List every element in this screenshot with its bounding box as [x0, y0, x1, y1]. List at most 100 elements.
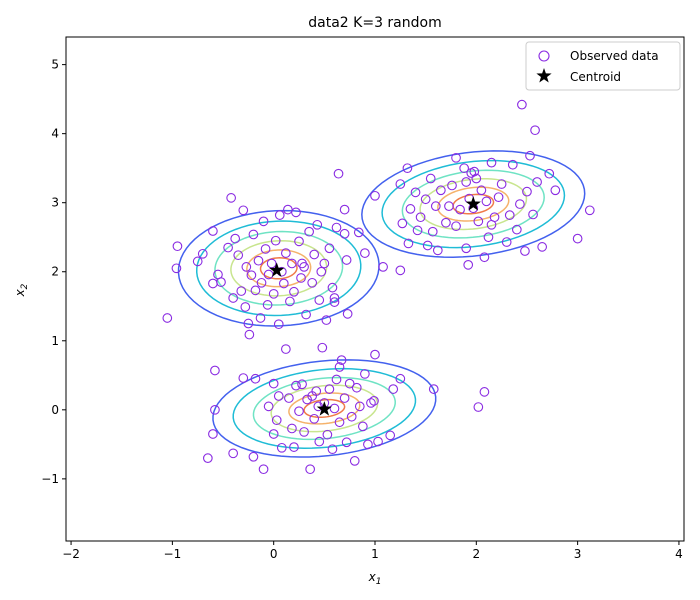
data-point [476, 185, 487, 196]
data-point [329, 297, 340, 307]
legend: Observed data Centroid [525, 41, 681, 91]
legend-observed-label: Observed data [570, 49, 659, 63]
data-point [370, 190, 380, 201]
contour-0-level-3 [230, 239, 328, 297]
data-point [281, 344, 291, 354]
legend-box [525, 41, 681, 91]
data-point [240, 302, 251, 312]
data-point [314, 295, 325, 305]
y-axis-label-main: x [13, 288, 27, 297]
x-tick-label: 3 [574, 547, 582, 561]
data-point [327, 444, 338, 455]
data-point [260, 244, 271, 254]
contour-0-level-0 [177, 209, 380, 327]
data-point [342, 309, 353, 319]
data-point [341, 255, 352, 265]
data-point [305, 464, 316, 475]
chart-title: data2 K=3 random [308, 15, 441, 31]
x-tick-label: 0 [270, 547, 278, 561]
data-point [415, 212, 426, 223]
data-point [522, 186, 532, 197]
data-point [296, 273, 306, 283]
data-point [228, 448, 239, 459]
data-point [349, 456, 360, 466]
data-point [507, 159, 518, 170]
data-point [294, 406, 304, 417]
data-point [289, 286, 299, 297]
data-point [228, 293, 239, 303]
data-point [473, 216, 484, 227]
data-point [572, 233, 583, 244]
data-point [324, 384, 335, 394]
data-point [331, 374, 342, 385]
legend-centroid-label: Centroid [570, 70, 621, 84]
data-point [284, 393, 294, 403]
data-point [246, 270, 257, 281]
data-point [360, 248, 370, 258]
data-point [276, 442, 287, 453]
data-point [405, 204, 416, 214]
data-point [273, 391, 284, 401]
data-point [304, 226, 315, 237]
data-point [351, 382, 362, 393]
contour-1-level-1 [381, 159, 566, 249]
data-point [469, 166, 480, 177]
data-point [210, 365, 220, 376]
data-point [278, 278, 289, 289]
x-tick-label: −2 [62, 547, 80, 561]
data-point [291, 207, 301, 218]
data-point [428, 384, 439, 394]
data-point [223, 242, 233, 253]
observed-data-points [162, 99, 595, 475]
data-point [271, 415, 282, 426]
contour-1-level-0 [361, 150, 586, 258]
x-tick-label: 4 [675, 547, 683, 561]
x-tick-label: 1 [371, 547, 379, 561]
data-point [208, 429, 218, 439]
data-point [402, 163, 413, 174]
data-point [395, 373, 406, 384]
data-point [436, 185, 446, 196]
y-tick-label: −1 [41, 472, 59, 486]
plot-frame [65, 36, 685, 542]
y-tick-label: 3 [51, 196, 59, 210]
data-point [486, 157, 497, 168]
data-point [297, 258, 307, 269]
data-point [473, 402, 484, 412]
data-point [287, 423, 297, 434]
data-point [266, 258, 277, 269]
data-point [341, 437, 352, 448]
data-point [281, 248, 291, 258]
data-point [250, 285, 261, 296]
data-point [268, 378, 279, 389]
data-point [241, 262, 252, 272]
data-point [253, 255, 264, 266]
data-point [479, 387, 490, 397]
axes: −2 −1 0 1 2 3 4 −1 0 1 2 3 4 5 [41, 36, 685, 561]
y-tick-label: 1 [51, 334, 59, 348]
data-point [202, 453, 213, 464]
x-axis-label-main: x [368, 570, 377, 584]
data-point [273, 319, 284, 330]
data-point [230, 233, 241, 244]
data-point [412, 225, 423, 236]
data-point [481, 196, 492, 207]
data-point [297, 379, 307, 390]
y-tick-label: 2 [51, 265, 59, 279]
data-point [268, 429, 279, 439]
data-point [324, 243, 335, 254]
legend-observed-marker [538, 50, 550, 62]
data-point [496, 179, 507, 189]
data-point [250, 373, 261, 384]
data-point [233, 250, 244, 261]
data-point [444, 201, 454, 211]
centroid-markers [269, 196, 481, 416]
data-point [287, 258, 297, 269]
data-point [504, 210, 515, 220]
data-point [162, 313, 173, 323]
data-point [256, 277, 267, 288]
contour-2-level-1 [232, 367, 417, 449]
data-point [378, 262, 388, 272]
data-point [243, 318, 254, 329]
